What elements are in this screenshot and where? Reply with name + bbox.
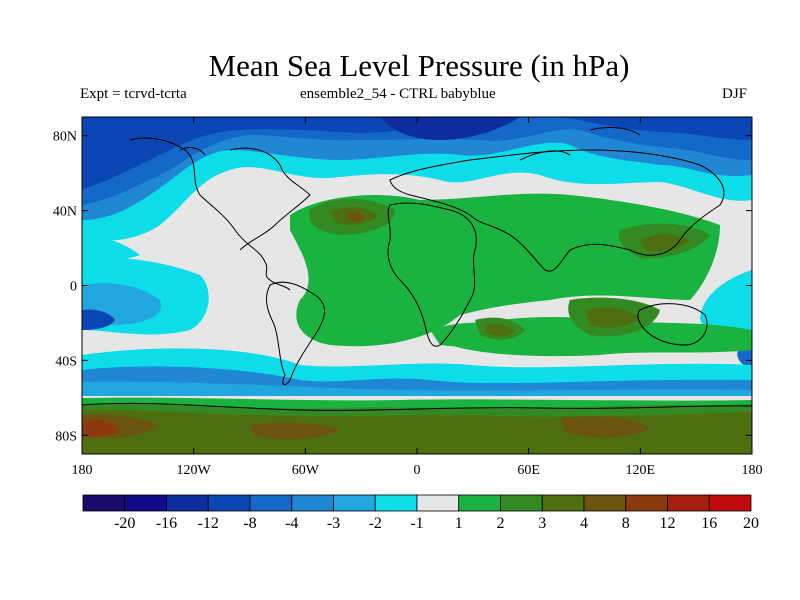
colorbar-swatch (500, 494, 543, 512)
australia-coast (637, 303, 708, 346)
arctic-islands (519, 150, 571, 161)
neg1-npacific (82, 238, 140, 262)
africa-coast (387, 202, 477, 347)
colorbar-label: 20 (743, 515, 759, 532)
north-america-coast (129, 137, 291, 291)
colorbar-swatch (374, 494, 418, 512)
siberia-north-coast (589, 127, 641, 136)
pos1-tropical (290, 193, 720, 347)
colorbar-label: -12 (198, 515, 219, 532)
y-tick-label: 40S (55, 354, 77, 369)
pos8-antarctic-ross (82, 419, 120, 437)
colorbar-label: -8 (243, 515, 256, 532)
colorbar-label: -2 (369, 515, 382, 532)
ensemble-label: ensemble2_54 - CTRL babyblue (300, 86, 496, 102)
eurasia-coast (389, 149, 725, 272)
y-tick-label: 40N (53, 205, 77, 220)
y-tick-label: 0 (70, 280, 77, 295)
colorbar-swatch (667, 494, 710, 512)
colorbar-swatch (708, 494, 752, 512)
y-tick-label: 80S (55, 429, 77, 444)
neg8-north-asia (82, 117, 752, 140)
y-axis: 80N 40N 0 40S 80S (53, 130, 752, 444)
colorbar-swatch (625, 494, 668, 512)
colorbar-swatch (166, 494, 209, 512)
x-tick-label: 60W (292, 463, 320, 478)
map-title: Mean Sea Level Pressure (in hPa) (208, 48, 630, 83)
pos1-south-indian (450, 317, 752, 357)
x-axis: 180 120W 60W 0 60E 120E 180 (72, 117, 763, 478)
coastlines (82, 127, 752, 411)
north-america-east-coast (229, 147, 311, 251)
colorbar-label: 16 (701, 515, 717, 532)
pos4-atlantic (345, 212, 366, 222)
colorbar-label: -20 (114, 515, 135, 532)
season-label: DJF (722, 86, 748, 102)
x-tick-label: 120E (626, 463, 656, 478)
neg3-south-band (82, 381, 752, 396)
colorbar-label: 4 (580, 515, 588, 532)
contour-fill-layer (82, 117, 752, 454)
colorbar-label: -16 (156, 515, 177, 532)
neg8-pacific (82, 309, 115, 330)
experiment-label: Expt = tcrvd-tcrta (80, 86, 187, 102)
colorbar-label: 3 (538, 515, 546, 532)
y-tick-label: 80N (53, 130, 77, 145)
colorbar-label: 12 (660, 515, 676, 532)
colorbar-label: -4 (285, 515, 298, 532)
colorbar-swatch (124, 494, 167, 512)
colorbar-swatch (291, 494, 334, 512)
colorbar-swatch (249, 494, 293, 512)
colorbar-label: 8 (622, 515, 630, 532)
pos4-antarctic-east (560, 416, 650, 438)
colorbar-label: 2 (497, 515, 505, 532)
x-tick-label: 180 (72, 463, 93, 478)
colorbar-swatch (458, 494, 501, 512)
antarctica-coast (82, 402, 752, 411)
pos4-antarctic-west (250, 422, 340, 440)
neg8-north-america (82, 117, 430, 190)
colorbar-swatch (333, 494, 376, 512)
alaska-coast (179, 147, 206, 156)
colorbar-label: -3 (327, 515, 340, 532)
x-tick-label: 60E (517, 463, 540, 478)
neg12-arctic (380, 117, 520, 140)
colorbar-swatch (583, 494, 627, 512)
pos3-indian (585, 307, 640, 328)
colorbar-swatch (416, 494, 460, 512)
south-america-coast (266, 281, 325, 386)
pos3-west-pacific (640, 234, 690, 252)
colorbar-swatch (207, 494, 251, 512)
colorbar-swatch (541, 494, 585, 512)
colorbar-label: -1 (410, 515, 423, 532)
colorbar-label: 1 (455, 515, 463, 532)
pos3-south-africa (485, 323, 515, 337)
x-tick-label: 120W (177, 463, 212, 478)
colorbar: -20 -16 -12 -8 -4 -3 -2 -1 1 2 3 4 8 12 16 20 (82, 494, 759, 532)
x-tick-label: 0 (414, 463, 421, 478)
colorbar-swatch (82, 494, 126, 512)
x-tick-label: 180 (742, 463, 763, 478)
neg2-north (82, 117, 752, 220)
pos3-antarctic (82, 409, 752, 454)
